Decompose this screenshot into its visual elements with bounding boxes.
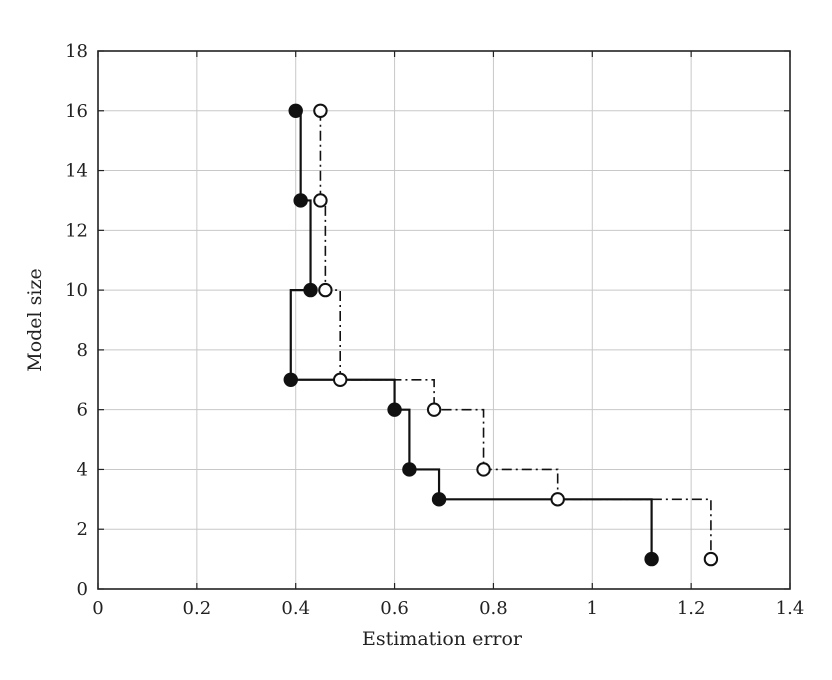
- series-1-point: [644, 551, 659, 567]
- x-tick-label: 1.2: [677, 598, 706, 619]
- series-2-point: [476, 462, 491, 477]
- series-1-point: [283, 372, 298, 387]
- y-tick-label: 4: [77, 459, 88, 480]
- plot-frame: [97, 50, 791, 590]
- y-tick-label: 18: [65, 41, 88, 62]
- y-tick-label: 10: [65, 280, 88, 301]
- x-tick-label: 0.4: [281, 598, 310, 619]
- x-tick-label: 0: [92, 598, 103, 619]
- y-tick-label: 12: [65, 220, 88, 241]
- series-2-point: [313, 103, 328, 118]
- x-tick-label: 0.6: [380, 598, 409, 619]
- series-2-point: [550, 492, 565, 507]
- series-markers: [283, 103, 719, 567]
- series-1-point: [288, 103, 303, 118]
- axis-ticks: 0 0.2 0.4 0.6 0.8 1 1.2 1.4 0 2 4 6 8 10 12 14 16 18: [65, 41, 804, 619]
- series-2-point: [313, 193, 328, 208]
- series-1-point: [402, 462, 417, 477]
- grid: [98, 51, 790, 589]
- x-tick-label: 1: [587, 598, 598, 619]
- x-axis-title: Estimation error: [362, 628, 523, 650]
- series-2-line: [319, 110, 712, 560]
- y-axis-title: Model size: [24, 268, 46, 372]
- series-2-point: [703, 551, 719, 567]
- series-1-point: [387, 402, 402, 417]
- series-lines: [289, 109, 712, 560]
- series-2-point: [426, 402, 442, 417]
- y-tick-label: 14: [65, 161, 88, 182]
- y-tick-label: 16: [65, 101, 88, 122]
- series-1-line: [289, 109, 653, 560]
- series-1-point: [293, 193, 308, 208]
- x-tick-label: 0.2: [183, 598, 212, 619]
- series-1-point: [303, 282, 318, 298]
- y-tick-label: 8: [77, 340, 88, 361]
- y-tick-label: 0: [77, 579, 88, 600]
- plot-border: [97, 50, 791, 590]
- y-tick-label: 2: [77, 519, 88, 540]
- x-tick-label: 0.8: [479, 598, 508, 619]
- y-tick-label: 6: [77, 400, 88, 421]
- series-2-point: [333, 372, 348, 387]
- x-tick-label: 1.4: [776, 598, 805, 619]
- series-2-point: [318, 282, 333, 298]
- series-1-point: [431, 492, 447, 507]
